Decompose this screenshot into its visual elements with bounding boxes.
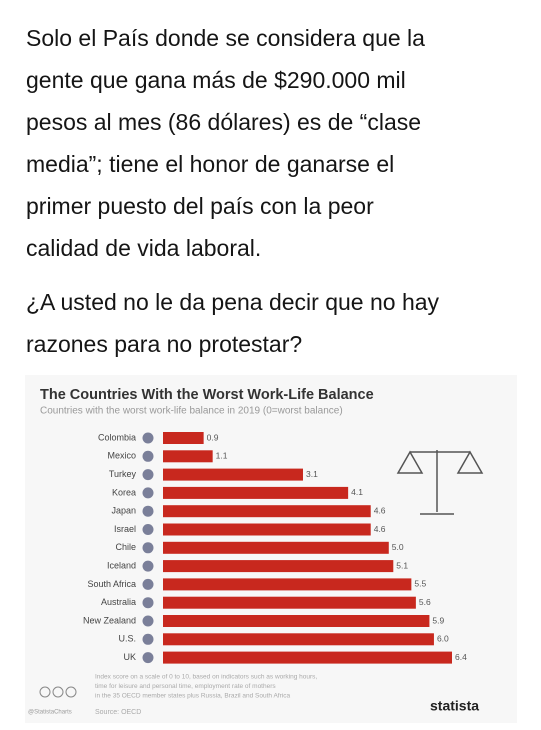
bar bbox=[163, 596, 416, 609]
chart-subtitle: Countries with the worst work-life balan… bbox=[40, 406, 343, 417]
scale-icon bbox=[396, 450, 484, 515]
category-label: UK bbox=[123, 652, 136, 662]
post-line: media”; tiene el honor de ganarse el bbox=[26, 151, 394, 177]
flag-icon bbox=[142, 505, 154, 517]
category-label: U.S. bbox=[118, 634, 136, 644]
value-label: 3.1 bbox=[306, 469, 318, 479]
bar bbox=[163, 523, 371, 536]
category-label: Chile bbox=[115, 542, 136, 552]
value-label: 6.0 bbox=[437, 634, 449, 644]
bar bbox=[163, 468, 303, 481]
flag-icon bbox=[142, 578, 154, 590]
category-label: Korea bbox=[112, 487, 136, 497]
category-label: New Zealand bbox=[83, 615, 136, 625]
post-line: gente que gana más de $290.000 mil bbox=[26, 67, 406, 93]
flag-icon bbox=[142, 450, 154, 462]
post-line: razones para no protestar? bbox=[26, 331, 302, 357]
value-label: 4.6 bbox=[374, 505, 386, 515]
bar bbox=[163, 432, 204, 444]
post-line: primer puesto del país con la peor bbox=[26, 193, 374, 219]
bar bbox=[163, 651, 452, 664]
value-label: 5.6 bbox=[419, 597, 431, 607]
category-label: Israel bbox=[114, 524, 136, 534]
flag-icon bbox=[142, 432, 154, 444]
category-label: Turkey bbox=[109, 469, 137, 479]
footnote: time for leisure and personal time, empl… bbox=[95, 683, 276, 690]
post-line: calidad de vida laboral. bbox=[26, 235, 261, 261]
value-label: 5.5 bbox=[414, 579, 426, 589]
category-label: Iceland bbox=[107, 560, 136, 570]
post-line: ¿A usted no le da pena decir que no hay bbox=[26, 289, 440, 315]
value-label: 5.1 bbox=[396, 560, 408, 570]
bar bbox=[163, 560, 394, 573]
license-icons bbox=[39, 686, 77, 698]
category-label: Japan bbox=[111, 506, 136, 516]
category-label: South Africa bbox=[87, 579, 136, 589]
flag-icon bbox=[142, 469, 154, 481]
value-label: 5.0 bbox=[392, 542, 404, 552]
bar bbox=[163, 450, 213, 463]
category-label: Colombia bbox=[98, 432, 136, 442]
bar bbox=[163, 633, 434, 646]
post-line: Solo el País donde se considera que la bbox=[26, 25, 425, 51]
footnote: in the 35 OECD member states plus Russia… bbox=[95, 693, 290, 700]
bar bbox=[163, 615, 430, 627]
category-label: Australia bbox=[101, 597, 136, 607]
flag-icon bbox=[142, 652, 154, 664]
value-label: 6.4 bbox=[455, 652, 467, 662]
bar bbox=[163, 505, 371, 518]
handle: @StatistaCharts bbox=[28, 710, 72, 716]
value-label: 1.1 bbox=[216, 451, 228, 461]
footnote: Index score on a scale of 0 to 10, based… bbox=[95, 674, 317, 681]
category-label: Mexico bbox=[107, 451, 136, 461]
flag-icon bbox=[142, 597, 154, 609]
flag-icon bbox=[142, 560, 154, 572]
bar bbox=[163, 486, 349, 499]
flag-icon bbox=[142, 487, 154, 499]
value-label: 0.9 bbox=[207, 432, 219, 442]
bar bbox=[163, 541, 389, 554]
value-label: 5.9 bbox=[432, 615, 444, 625]
flag-icon bbox=[142, 615, 154, 627]
value-label: 4.1 bbox=[351, 487, 363, 497]
flag-icon bbox=[142, 633, 154, 645]
brand: statista bbox=[430, 698, 479, 714]
chart-title: The Countries With the Worst Work-Life B… bbox=[40, 387, 374, 403]
value-label: 4.6 bbox=[374, 524, 386, 534]
post-line: pesos al mes (86 dólares) es de “clase bbox=[26, 109, 421, 135]
source: Source: OECD bbox=[95, 709, 141, 716]
bar bbox=[163, 578, 412, 591]
flag-icon bbox=[142, 524, 154, 535]
flag-icon bbox=[142, 542, 154, 554]
